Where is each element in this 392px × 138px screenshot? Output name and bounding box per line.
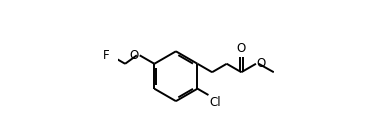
Text: F: F [103,49,110,62]
Text: O: O [257,57,266,70]
Text: O: O [130,49,139,62]
Text: O: O [237,42,246,55]
Text: Cl: Cl [209,96,221,109]
